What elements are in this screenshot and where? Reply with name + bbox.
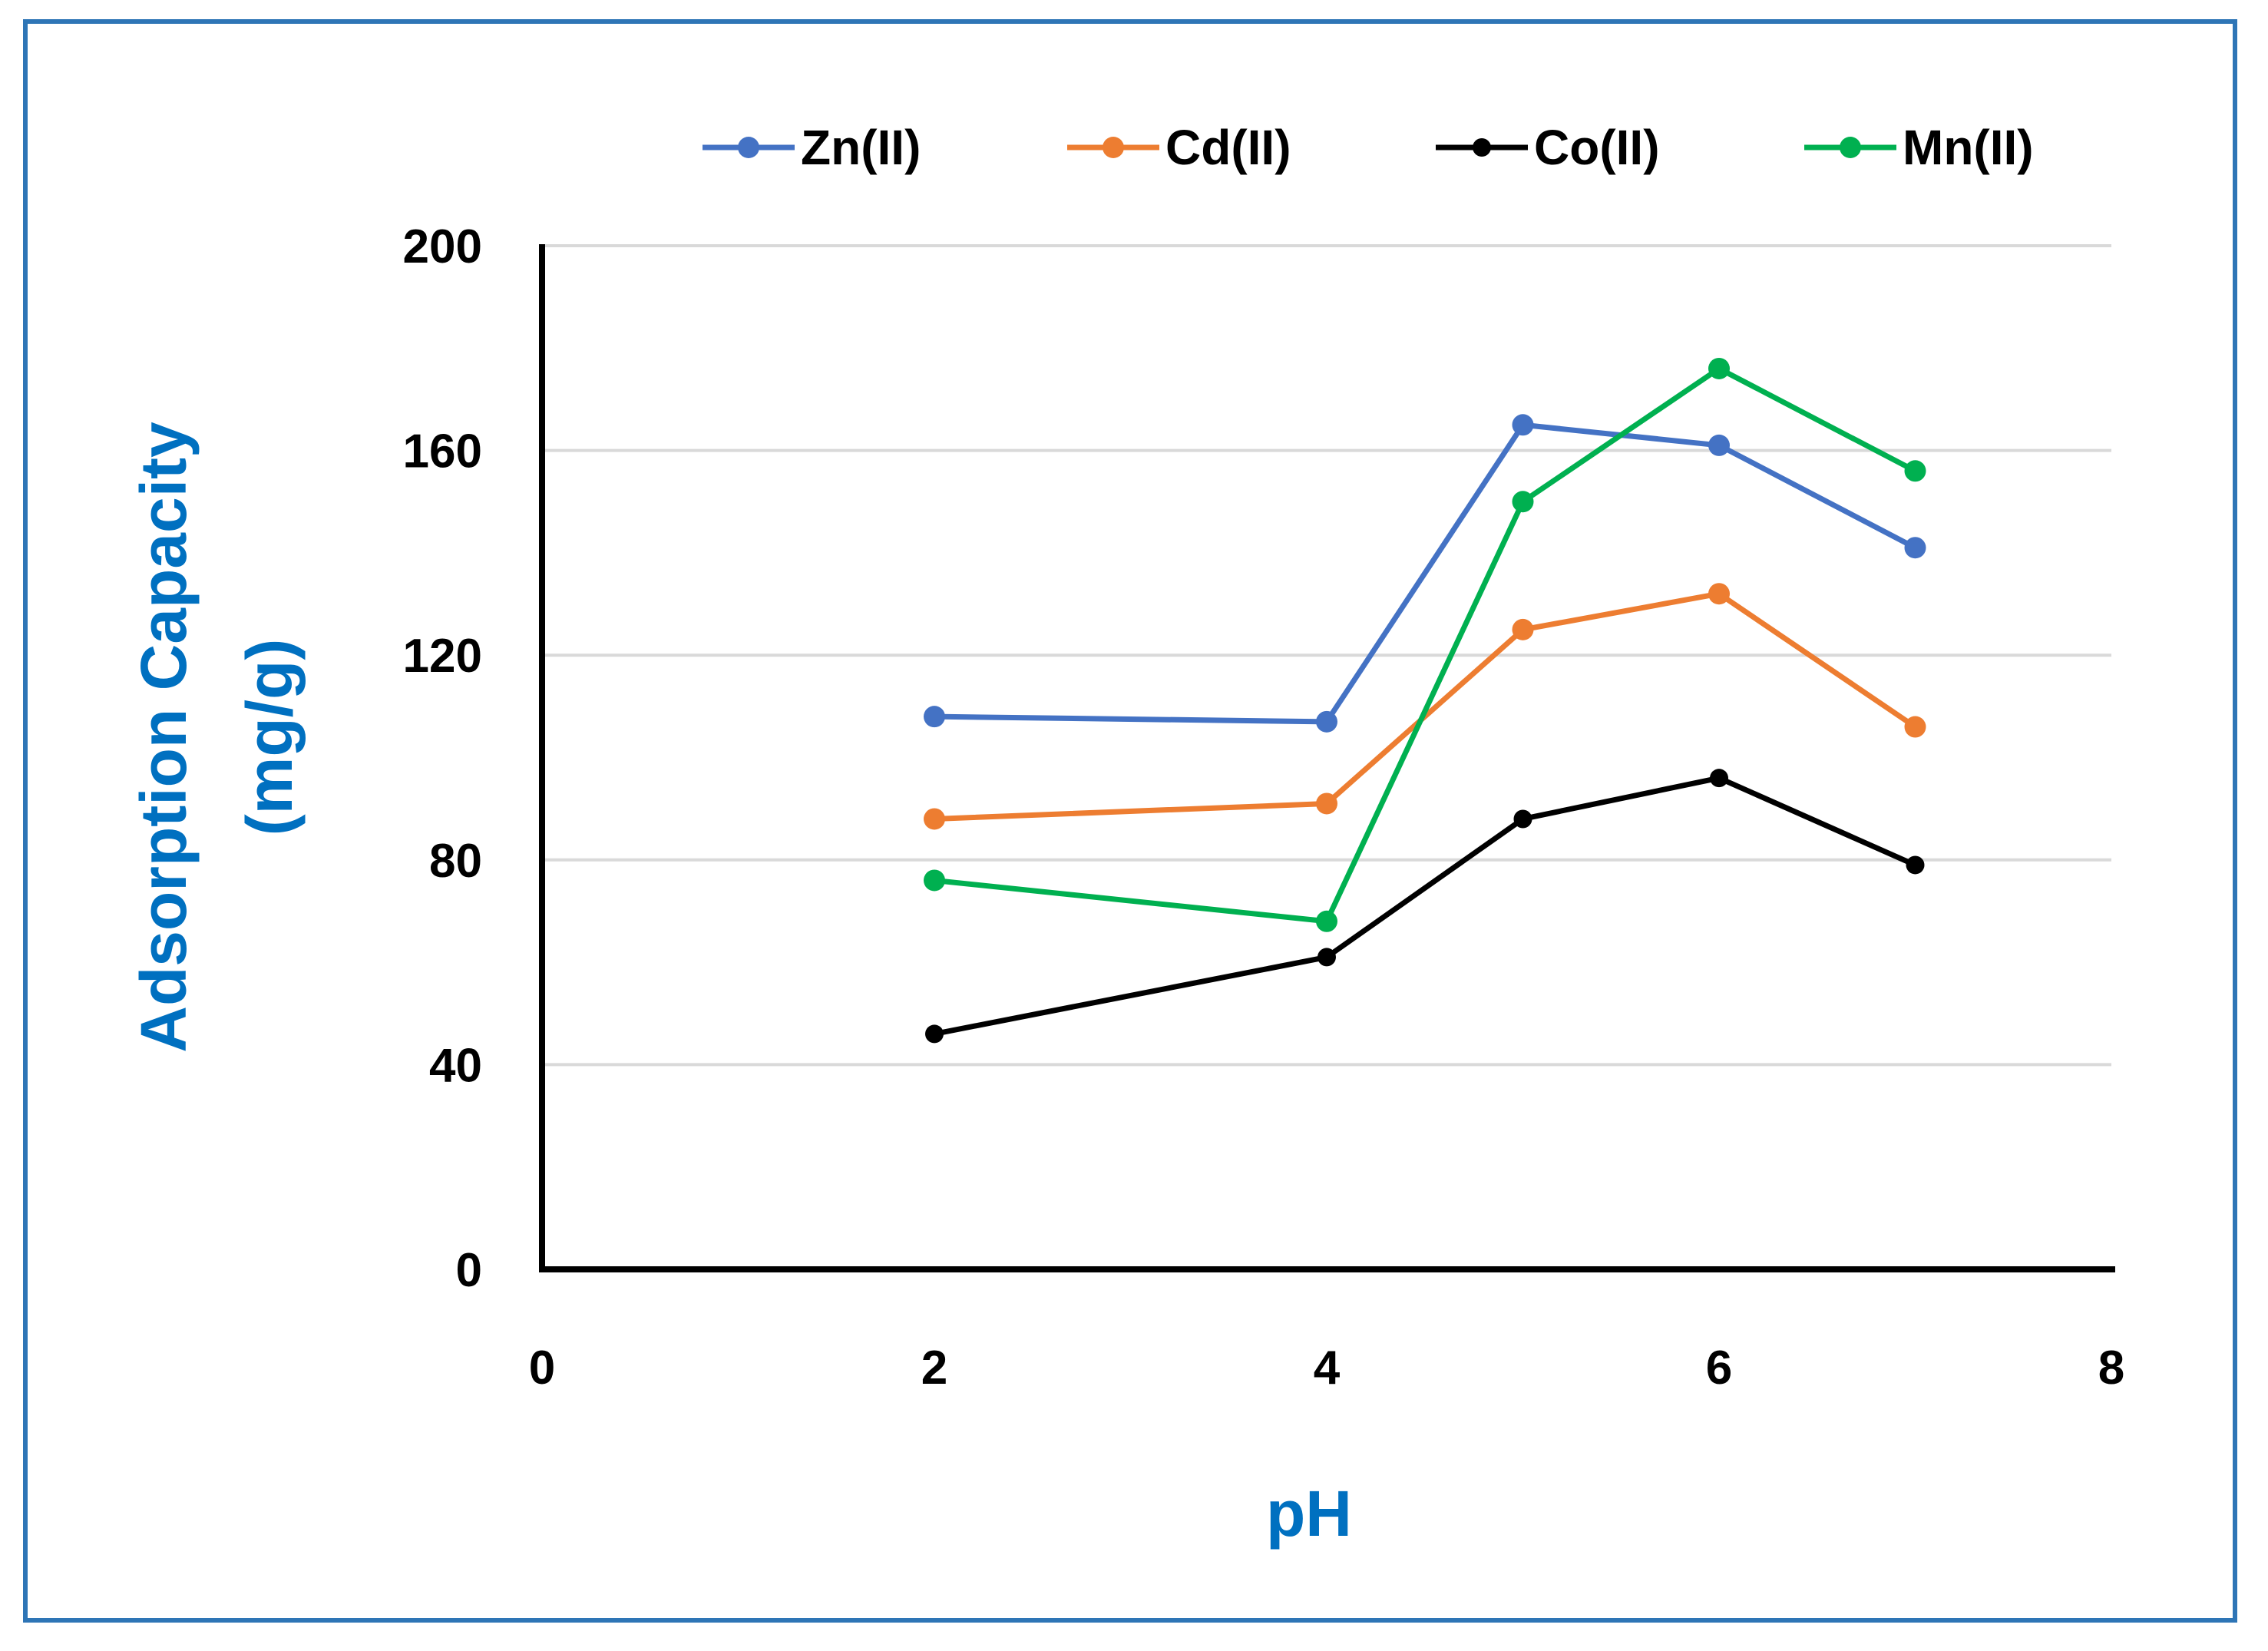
- y-tick-label-160: 160: [403, 425, 482, 478]
- point-mnii-ph-6: [1708, 357, 1730, 379]
- y-tick-label-80: 80: [429, 835, 482, 888]
- point-cdii-ph-6: [1708, 583, 1730, 605]
- gridlines: [542, 244, 2111, 1067]
- series-coii: [925, 769, 1925, 1044]
- y-axis-title-line1: Adsorption Capacity: [127, 422, 200, 1053]
- chart-frame: [23, 19, 2237, 1623]
- x-tick-label-8: 8: [2098, 1342, 2124, 1395]
- series-mnii: [924, 357, 1926, 932]
- series-line-znii: [934, 422, 1917, 725]
- point-cdii-ph-5: [1512, 618, 1534, 640]
- point-coii-ph-5: [1513, 809, 1532, 829]
- point-coii-ph-2: [925, 1024, 944, 1044]
- legend-item-mnii: Mn(II): [1804, 120, 2034, 175]
- point-coii-ph-6: [1710, 769, 1728, 788]
- y-tick-labels: 0 40 80 120 160 200: [403, 220, 482, 1297]
- series-cdii: [924, 583, 1926, 830]
- legend-label-mnii: Mn(II): [1903, 120, 2034, 175]
- x-tick-label-6: 6: [1706, 1342, 1732, 1395]
- x-tick-labels: 0 2 4 6 8: [529, 1342, 2124, 1395]
- legend-label-coii: Co(II): [1534, 120, 1660, 175]
- x-axis-title: pH: [1266, 1477, 1352, 1550]
- point-cdii-ph-4: [1316, 792, 1337, 815]
- y-tick-label-200: 200: [403, 220, 482, 273]
- x-tick-label-0: 0: [529, 1342, 555, 1395]
- point-znii-ph-7: [1904, 537, 1926, 559]
- legend-label-znii: Zn(II): [801, 120, 921, 175]
- point-znii-ph-6: [1708, 434, 1730, 456]
- point-coii-ph-4: [1317, 948, 1336, 967]
- legend-marker-coii: [1473, 138, 1491, 157]
- legend-marker-mnii: [1840, 137, 1861, 158]
- axes: [539, 244, 2115, 1272]
- point-znii-ph-5: [1512, 414, 1534, 436]
- point-coii-ph-7: [1906, 855, 1925, 875]
- series-znii: [924, 414, 1926, 733]
- y-tick-label-120: 120: [403, 630, 482, 683]
- series-line-coii: [934, 775, 1916, 1037]
- legend-label-cdii: Cd(II): [1165, 120, 1291, 175]
- y-axis-title-line2: (mg/g): [233, 639, 306, 836]
- legend: Zn(II) Cd(II) Co(II) Mn(II): [703, 120, 2034, 175]
- point-cdii-ph-7: [1904, 716, 1926, 738]
- legend-marker-znii: [738, 137, 759, 158]
- x-tick-label-4: 4: [1314, 1342, 1341, 1395]
- point-znii-ph-4: [1316, 710, 1337, 733]
- legend-item-cdii: Cd(II): [1067, 120, 1291, 175]
- point-mnii-ph-2: [924, 869, 945, 892]
- point-cdii-ph-2: [924, 808, 945, 830]
- series-layer: [924, 357, 1926, 1044]
- point-mnii-ph-7: [1904, 460, 1926, 482]
- legend-marker-cdii: [1103, 137, 1124, 158]
- point-znii-ph-2: [924, 706, 945, 728]
- legend-item-znii: Zn(II): [703, 120, 921, 175]
- y-tick-label-40: 40: [429, 1039, 482, 1092]
- point-mnii-ph-5: [1512, 491, 1534, 513]
- legend-item-coii: Co(II): [1436, 120, 1660, 175]
- point-mnii-ph-4: [1316, 910, 1337, 932]
- y-tick-label-0: 0: [456, 1244, 482, 1297]
- x-tick-label-2: 2: [921, 1342, 947, 1395]
